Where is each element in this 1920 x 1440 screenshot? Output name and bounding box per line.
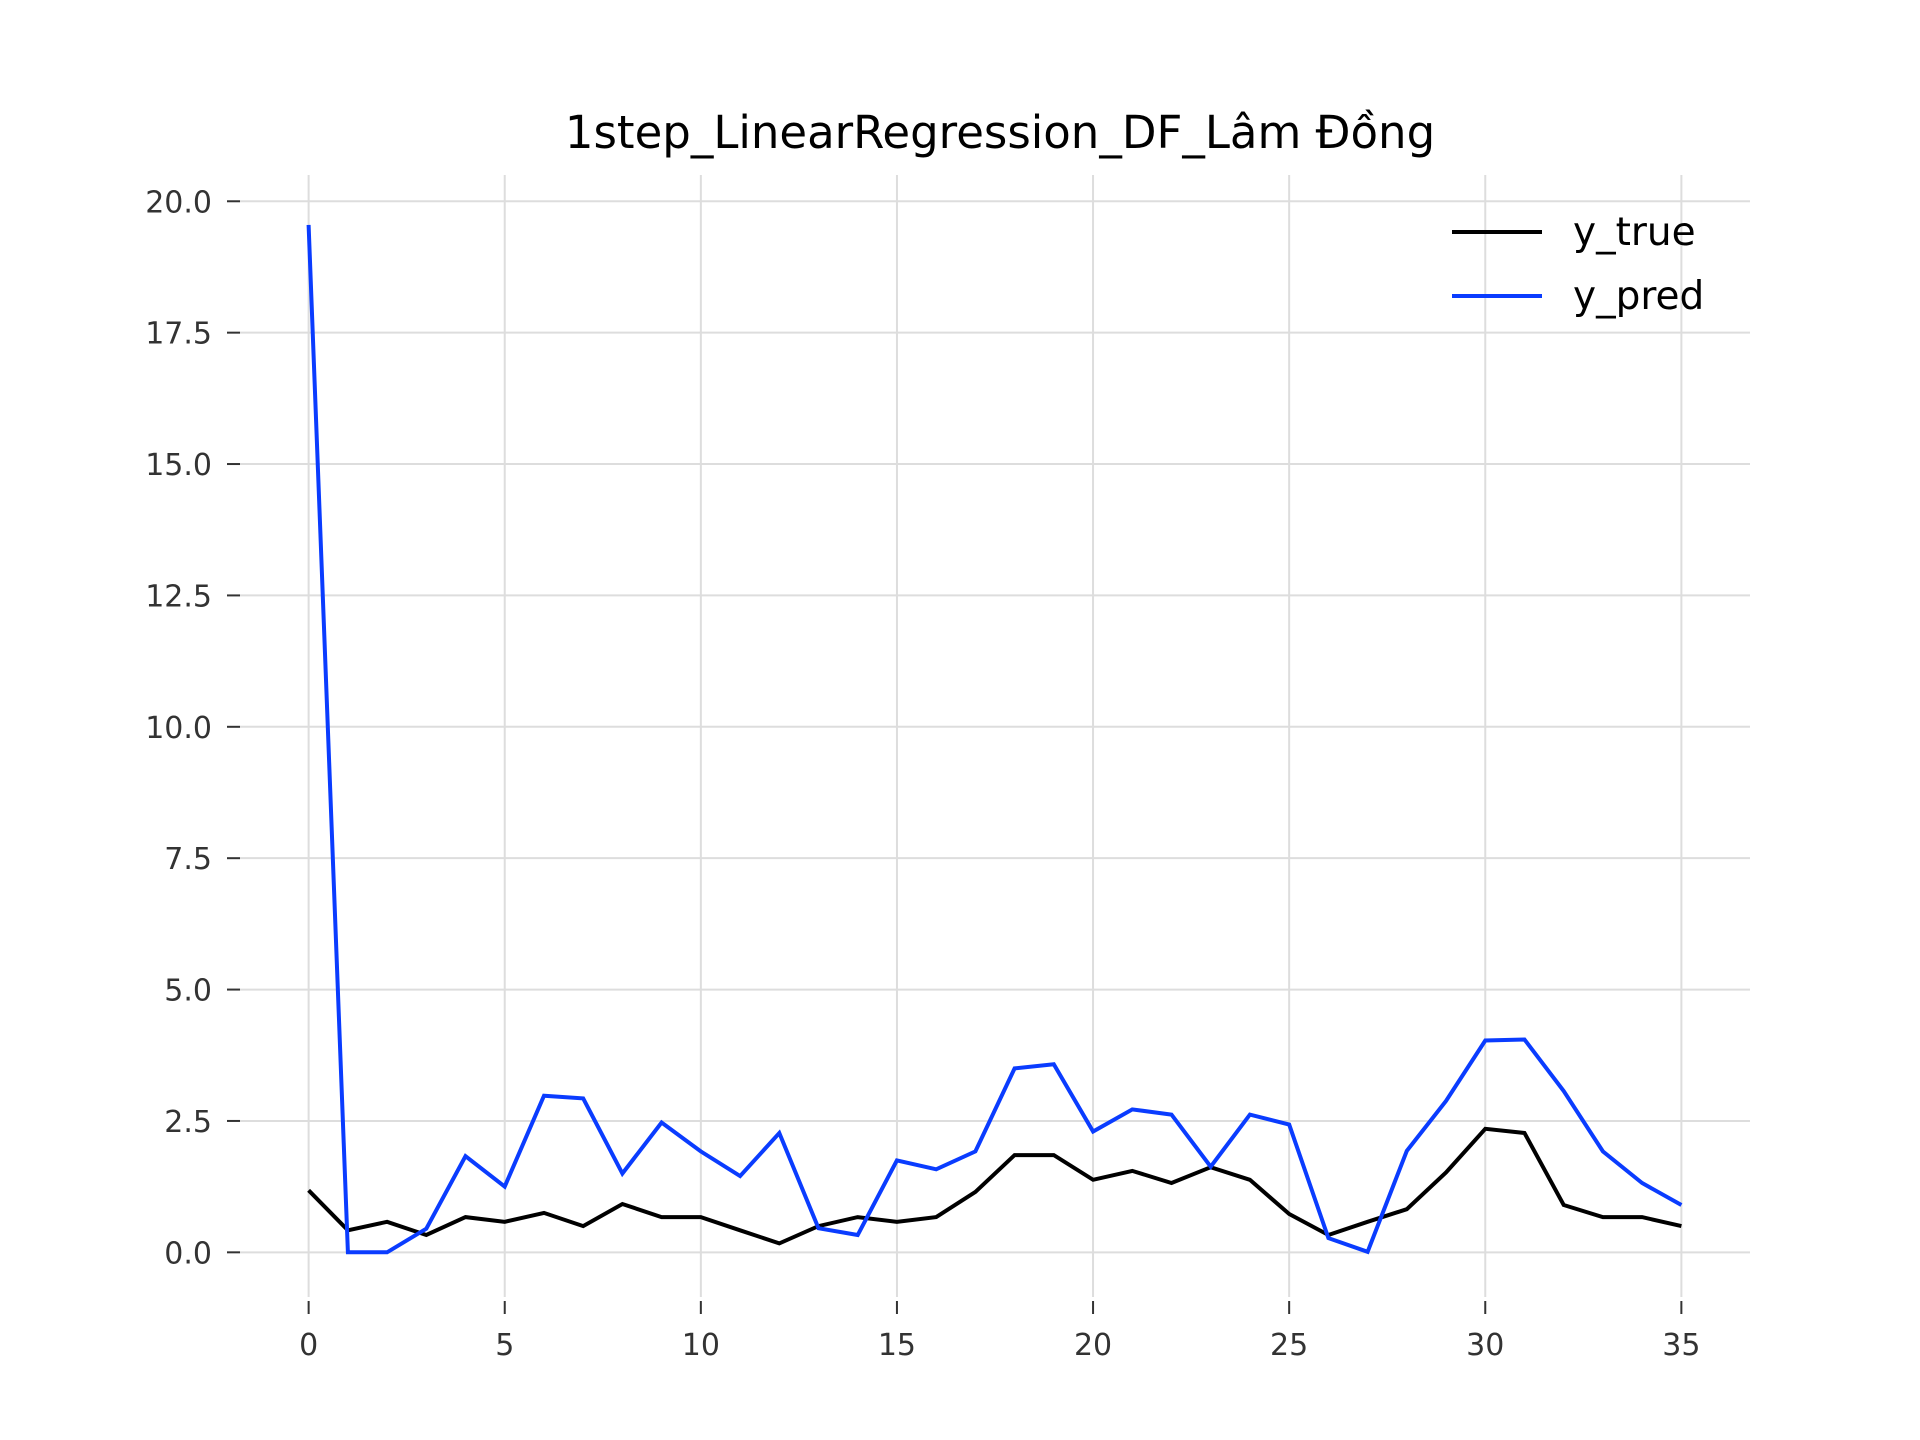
y-tick-label: 2.5 (164, 1105, 212, 1140)
series-line-y-pred (306, 224, 1683, 1255)
x-tick-label: 30 (1466, 1328, 1504, 1363)
x-tick-label: 25 (1270, 1328, 1308, 1363)
x-tick-label: 5 (495, 1328, 514, 1363)
series-lines (306, 224, 1683, 1255)
x-tick-label: 0 (299, 1328, 318, 1363)
y-tick-label: 17.5 (145, 317, 212, 352)
y-tick-label: 7.5 (164, 842, 212, 877)
chart-title: 1step_LinearRegression_DF_Lâm Đồng (565, 106, 1435, 159)
legend: y_true y_pred (1452, 210, 1704, 319)
x-tick-label: 35 (1662, 1328, 1700, 1363)
grid (240, 175, 1750, 1297)
x-tick-label: 20 (1074, 1328, 1112, 1363)
x-tick-label: 15 (878, 1328, 916, 1363)
y-axis-ticks: 0.0 2.5 5.0 7.5 10.0 12.5 15.0 17.5 20.0 (145, 185, 240, 1271)
series-line-y-true (307, 1126, 1682, 1246)
y-tick-label: 10.0 (145, 711, 212, 746)
legend-label: y_pred (1573, 274, 1704, 319)
y-tick-label: 12.5 (145, 579, 212, 614)
y-tick-label: 15.0 (145, 448, 212, 483)
x-tick-label: 10 (682, 1328, 720, 1363)
y-tick-label: 20.0 (145, 185, 212, 220)
y-tick-label: 0.0 (164, 1236, 212, 1271)
legend-label: y_true (1573, 210, 1696, 255)
x-axis-ticks: 0 5 10 15 20 25 30 35 (299, 1301, 1700, 1363)
y-tick-label: 5.0 (164, 974, 212, 1009)
